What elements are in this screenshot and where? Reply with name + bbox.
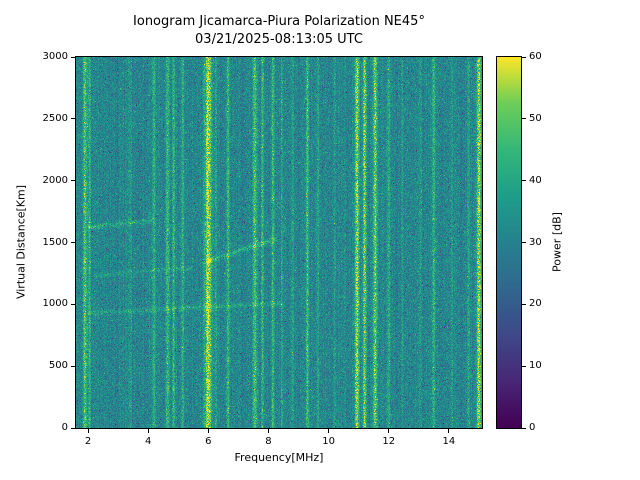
colorbar-tick-label: 40 bbox=[529, 174, 542, 186]
y-tick-label: 500 bbox=[48, 360, 68, 372]
x-tick-label: 10 bbox=[322, 436, 335, 447]
y-tick-mark bbox=[71, 118, 75, 120]
chart-title: Ionogram Jicamarca-Piura Polarization NE… bbox=[76, 13, 482, 48]
plot-frame bbox=[75, 56, 483, 429]
x-tick-label: 8 bbox=[265, 436, 272, 447]
x-tick-mark bbox=[328, 429, 330, 433]
colorbar-frame bbox=[496, 56, 522, 429]
y-tick-mark bbox=[71, 242, 75, 243]
y-tick-mark bbox=[71, 303, 75, 305]
y-tick-mark bbox=[71, 365, 75, 367]
colorbar-tick-mark bbox=[522, 365, 526, 367]
y-tick-label: 3000 bbox=[42, 51, 68, 62]
colorbar-tick-mark bbox=[522, 242, 526, 243]
x-tick-label: 4 bbox=[144, 436, 152, 447]
colorbar-gradient bbox=[497, 57, 521, 428]
colorbar-tick-label: 60 bbox=[529, 51, 542, 62]
y-tick-label: 1000 bbox=[42, 298, 68, 310]
y-tick-mark bbox=[71, 427, 75, 429]
colorbar-tick-mark bbox=[522, 303, 526, 305]
colorbar-tick-mark bbox=[522, 427, 526, 429]
x-tick-mark bbox=[267, 429, 269, 433]
x-tick-label: 2 bbox=[84, 436, 92, 447]
colorbar-tick-label: 20 bbox=[529, 298, 542, 310]
colorbar-tick-label: 50 bbox=[529, 112, 542, 124]
colorbar-tick-mark bbox=[522, 56, 526, 58]
colorbar-tick-mark bbox=[522, 180, 526, 182]
y-tick-mark bbox=[71, 56, 75, 58]
y-tick-label: 2500 bbox=[42, 112, 68, 124]
y-tick-label: 2000 bbox=[42, 174, 68, 186]
chart-title-line2: 03/21/2025-08:13:05 UTC bbox=[195, 31, 363, 47]
x-tick-mark bbox=[147, 429, 149, 433]
y-axis-label: Virtual Distance[Km] bbox=[14, 184, 28, 300]
y-tick-label: 0 bbox=[61, 422, 68, 433]
colorbar-tick-label: 30 bbox=[529, 236, 542, 248]
x-tick-mark bbox=[448, 429, 450, 433]
y-tick-mark bbox=[71, 180, 75, 182]
x-tick-mark bbox=[87, 429, 89, 433]
x-tick-label: 6 bbox=[205, 436, 212, 447]
colorbar-tick-mark bbox=[522, 118, 526, 120]
ionogram-heatmap bbox=[76, 57, 482, 428]
colorbar-tick-label: 0 bbox=[529, 422, 536, 433]
chart-title-line1: Ionogram Jicamarca-Piura Polarization NE… bbox=[133, 14, 425, 29]
y-tick-label: 1500 bbox=[42, 236, 68, 248]
x-tick-label: 12 bbox=[382, 436, 396, 447]
x-tick-label: 14 bbox=[442, 436, 456, 447]
x-axis-label: Frequency[MHz] bbox=[234, 451, 324, 464]
colorbar-tick-label: 10 bbox=[529, 360, 542, 372]
x-tick-mark bbox=[388, 429, 390, 433]
x-tick-mark bbox=[207, 429, 209, 433]
